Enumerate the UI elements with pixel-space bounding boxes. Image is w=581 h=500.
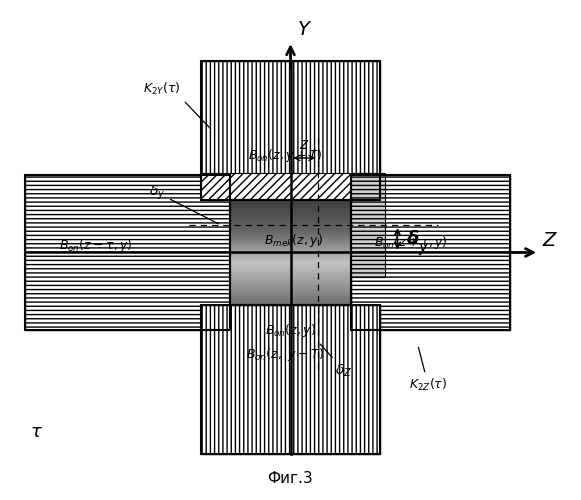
Text: $B_{on}(z-\tau, y)$: $B_{on}(z-\tau, y)$ [59, 236, 133, 254]
Text: $Y$: $Y$ [297, 20, 313, 38]
Bar [24, 330, 224, 454]
Text: $B_{on}(z, y+T)$: $B_{on}(z, y+T)$ [248, 147, 322, 164]
Text: $\boldsymbol{\delta}$: $\boldsymbol{\delta}$ [406, 230, 419, 248]
Bar [351, 176, 510, 330]
Text: $B_{on}(z+\tau, y)$: $B_{on}(z+\tau, y)$ [374, 234, 448, 251]
Text: $\tau$: $\tau$ [30, 424, 43, 442]
Text: Фиг.3: Фиг.3 [268, 471, 313, 486]
Text: $K_{2Z}(\tau)$: $K_{2Z}(\tau)$ [409, 347, 447, 394]
Bar [24, 176, 230, 330]
Bar [24, 176, 230, 330]
Bar [24, 61, 224, 176]
Bar [380, 61, 510, 176]
Bar [201, 304, 380, 454]
Bar [351, 176, 510, 330]
Bar [201, 304, 380, 454]
Text: $y$: $y$ [418, 241, 429, 257]
Bar [230, 200, 351, 304]
Text: $B_{on}(z,\ y-T)$: $B_{on}(z,\ y-T)$ [246, 346, 324, 363]
Bar [201, 61, 380, 200]
Text: $K_{2Y}(\tau)$: $K_{2Y}(\tau)$ [143, 82, 210, 128]
Text: $z$: $z$ [299, 137, 310, 152]
Text: $B_{\mathit{mek}}(z,y)$: $B_{\mathit{mek}}(z,y)$ [264, 232, 323, 248]
Bar [201, 173, 379, 201]
Bar [201, 61, 380, 200]
Bar [351, 173, 385, 278]
Bar [380, 330, 510, 454]
Text: $\delta_Z$: $\delta_Z$ [320, 344, 353, 378]
Text: $\delta_y$: $\delta_y$ [149, 184, 218, 224]
Text: $Z$: $Z$ [542, 231, 558, 250]
Text: $B_{on}(z, y)$: $B_{on}(z, y)$ [265, 322, 316, 339]
